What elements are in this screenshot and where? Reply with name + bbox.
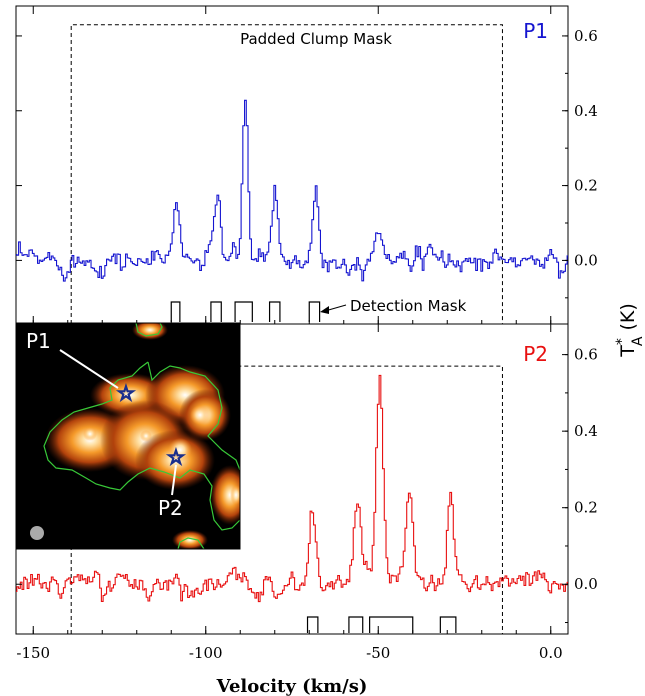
x-tick-label: -150 [16,644,50,662]
detection-box-p1-3 [268,301,281,322]
y-axis-title-sup: * [614,338,630,345]
detection-box-p1-2 [234,301,253,322]
top-panel-frame [15,5,569,325]
detection-mask-label: Detection Mask [350,297,467,315]
detection-box-p1-0 [170,301,181,322]
detection-box-p1-1 [210,301,222,322]
panel-label-p1: P1 [523,19,548,43]
y-axis-title-main: T [617,345,639,358]
inset-label-p1: P1 [26,329,51,353]
x-axis-title: Velocity (km/s) [216,676,368,696]
inset-emission [45,323,240,549]
svg-text:T*A(K): T*A (K) [614,303,645,357]
beam-marker [30,526,44,540]
inset-star-p1: ☆ [117,381,135,405]
x-tick-label: -50 [366,644,390,662]
y-tick-label: 0.0 [574,251,598,269]
detection-box-p2-0 [306,616,319,633]
y-tick-label: 0.2 [574,499,598,517]
y-tick-label: 0.4 [574,422,598,440]
y-tick-label: 0.6 [574,346,598,364]
detection-mask-arrow [320,304,347,314]
padded-mask-label: Padded Clump Mask [240,30,392,48]
y-axis-title-sub: A [630,336,645,346]
y-tick-label: 0.0 [574,575,598,593]
detection-box-p2-1 [348,616,364,633]
spectrum-line-p1 [16,99,568,282]
x-tick-label: -100 [189,644,223,662]
inset-contour [43,323,240,549]
x-tick-label: 0.0 [539,644,563,662]
inset-image: ☆ ☆ P1 P2 [16,323,240,549]
detection-box-p2-3 [439,616,457,633]
inset-label-p2: P2 [158,496,183,520]
inset-star-p2: ☆ [167,445,185,469]
spectrum-line-p2 [16,374,568,603]
panel-label-p2: P2 [523,342,548,366]
detection-box-p1-4 [308,301,321,322]
y-tick-label: 0.2 [574,177,598,195]
y-axis-title-unit: (K) [617,303,639,330]
y-axis-title: T*A (K) [614,303,645,357]
padded-mask-box-p1 [70,24,503,324]
y-tick-label: 0.4 [574,102,598,120]
inset-frame [15,322,241,550]
y-tick-label: 0.6 [574,27,598,45]
detection-box-p2-2 [369,616,414,633]
